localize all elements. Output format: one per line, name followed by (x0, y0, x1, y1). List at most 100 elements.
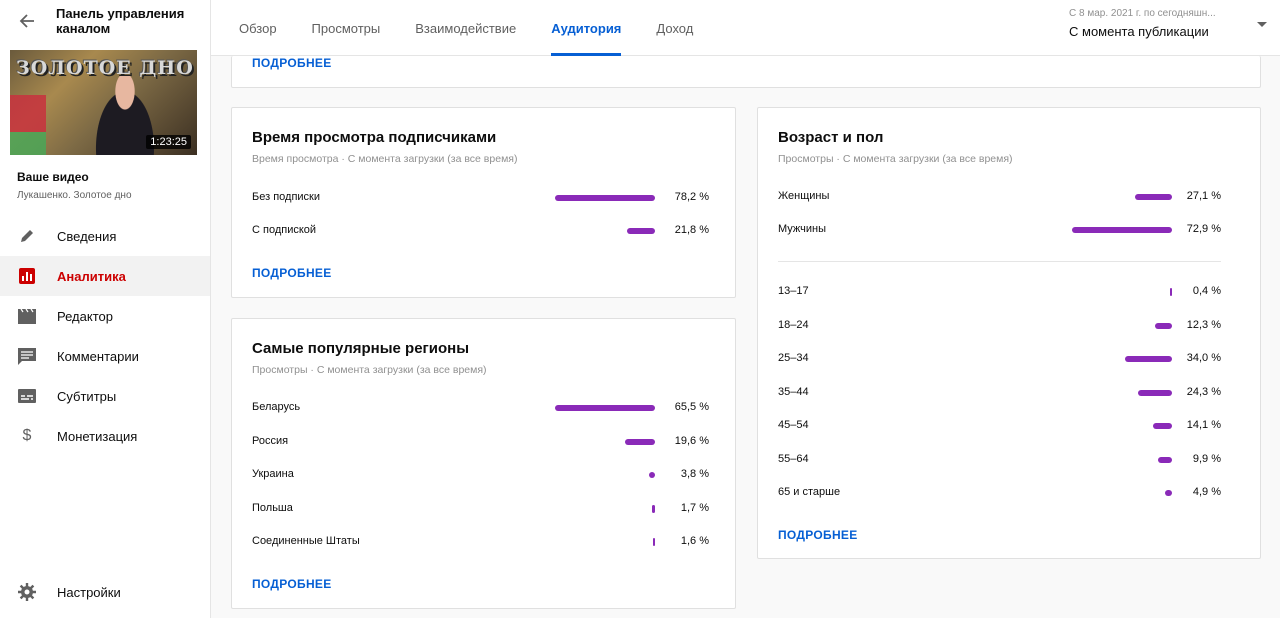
sidebar-item-label: Сведения (57, 228, 117, 244)
gear-icon (17, 582, 37, 602)
stat-row: Польша 1,7 % (252, 502, 712, 516)
stat-label: Мужчины (778, 223, 827, 235)
stat-row: 35–44 24,3 % (778, 386, 1223, 400)
stat-label: 45–54 (778, 419, 809, 431)
stat-percent: 19,6 % (674, 434, 709, 447)
stat-bar (627, 228, 655, 234)
period-selector[interactable]: С 8 мар. 2021 г. по сегодняшн... С момен… (1069, 8, 1269, 39)
divider (778, 261, 1221, 262)
sidebar-item-settings[interactable]: Настройки (0, 572, 210, 612)
card-meta: Время просмотра · С момента загрузки (за… (252, 153, 518, 165)
analytics-tabs: Обзор Просмотры Взаимодействие Аудитория… (239, 0, 728, 56)
tab-overview[interactable]: Обзор (239, 20, 277, 36)
stat-bar (1170, 288, 1172, 296)
tab-revenue[interactable]: Доход (656, 20, 694, 36)
sidebar-nav: Сведения Аналитика Редактор Комментарии … (0, 216, 210, 456)
stat-bar (649, 472, 655, 478)
stat-bar (1134, 194, 1172, 200)
period-label: С момента публикации (1069, 24, 1209, 39)
sidebar-header: Панель управления каналом (0, 0, 210, 42)
tab-engagement[interactable]: Взаимодействие (415, 20, 517, 36)
card-meta: Просмотры · С момента загрузки (за все в… (252, 364, 487, 376)
comment-icon (17, 346, 37, 366)
sidebar: Панель управления каналом ЗОЛОТОЕ ДНО 1:… (0, 0, 211, 618)
stat-percent: 14,1 % (1186, 419, 1221, 431)
sidebar-item-comments[interactable]: Комментарии (0, 336, 210, 376)
stat-bar (1158, 456, 1172, 463)
flag-graphic (10, 95, 46, 155)
top-card: ПОДРОБНЕЕ (231, 56, 1261, 88)
stat-label: 55–64 (778, 452, 809, 465)
sidebar-item-label: Настройки (57, 584, 121, 600)
dollar-icon: $ (22, 427, 32, 444)
stat-bar (1072, 227, 1172, 233)
subtitles-icon (17, 386, 37, 406)
stat-percent: 0,4 % (1192, 285, 1221, 297)
stat-bar (652, 504, 655, 513)
sidebar-item-subtitles[interactable]: Субтитры (0, 376, 210, 416)
stat-row: Женщины 27,1 % (778, 190, 1223, 204)
more-link[interactable]: ПОДРОБНЕЕ (252, 56, 332, 70)
stat-row: Украина 3,8 % (252, 468, 712, 482)
pencil-icon (17, 226, 37, 246)
stat-bar (1152, 423, 1172, 429)
thumbnail-title-text: ЗОЛОТОЕ ДНО (16, 57, 194, 79)
stat-label: Женщины (778, 190, 830, 202)
sidebar-title: Панель управления каналом (56, 6, 185, 36)
more-link[interactable]: ПОДРОБНЕЕ (778, 528, 858, 542)
chevron-down-icon (1257, 22, 1267, 27)
settings-section: Настройки (0, 572, 210, 612)
stat-row: 18–24 12,3 % (778, 319, 1223, 333)
sidebar-item-label: Комментарии (57, 348, 139, 364)
tab-views[interactable]: Просмотры (311, 20, 381, 36)
back-arrow-icon[interactable] (16, 10, 38, 32)
more-link[interactable]: ПОДРОБНЕЕ (252, 266, 332, 280)
stat-label: Польша (252, 501, 293, 514)
stat-bar (1154, 322, 1172, 329)
stat-bar (652, 538, 655, 546)
stat-percent: 21,8 % (674, 224, 709, 236)
stat-row: Без подписки 78,2 % (252, 191, 712, 205)
stat-percent: 27,1 % (1186, 190, 1221, 202)
stat-percent: 1,7 % (680, 501, 709, 514)
tab-audience[interactable]: Аудитория (551, 0, 622, 56)
video-duration: 1:23:25 (146, 135, 191, 149)
video-name: Лукашенко. Золотое дно (17, 190, 132, 201)
stat-row: Мужчины 72,9 % (778, 223, 1223, 237)
stat-percent: 12,3 % (1186, 318, 1221, 331)
stat-percent: 9,9 % (1192, 452, 1221, 465)
regions-card: Самые популярные регионы Просмотры · С м… (231, 318, 736, 609)
stat-label: Беларусь (252, 401, 301, 413)
sidebar-item-analytics[interactable]: Аналитика (0, 256, 210, 296)
more-link[interactable]: ПОДРОБНЕЕ (252, 577, 332, 591)
analytics-icon (17, 266, 37, 286)
sidebar-item-monetization[interactable]: $ Монетизация (0, 416, 210, 456)
video-thumbnail[interactable]: ЗОЛОТОЕ ДНО 1:23:25 (10, 50, 197, 155)
stat-percent: 4,9 % (1192, 486, 1221, 498)
stat-percent: 72,9 % (1186, 223, 1221, 235)
stat-bar (1138, 389, 1172, 396)
period-range: С 8 мар. 2021 г. по сегодняшн... (1069, 8, 1216, 19)
stat-label: Россия (252, 434, 289, 447)
sidebar-item-details[interactable]: Сведения (0, 216, 210, 256)
sidebar-item-label: Редактор (57, 308, 113, 324)
stat-row: Соединенные Штаты 1,6 % (252, 535, 712, 549)
stat-row: 65 и старше 4,9 % (778, 486, 1223, 500)
stat-label: 25–34 (778, 352, 809, 364)
sidebar-item-editor[interactable]: Редактор (0, 296, 210, 336)
sidebar-item-label: Монетизация (57, 428, 138, 444)
card-meta: Просмотры · С момента загрузки (за все в… (778, 153, 1013, 165)
stat-percent: 65,5 % (674, 401, 709, 413)
stat-label: 13–17 (778, 285, 809, 297)
sidebar-item-label: Субтитры (57, 388, 117, 404)
stat-percent: 24,3 % (1186, 385, 1221, 398)
card-title: Время просмотра подписчиками (252, 129, 497, 146)
stat-label: Соединенные Штаты (252, 535, 360, 547)
stat-row: Беларусь 65,5 % (252, 401, 712, 415)
stat-label: 65 и старше (778, 486, 841, 498)
watch-time-card: Время просмотра подписчиками Время просм… (231, 107, 736, 298)
sidebar-item-label: Аналитика (57, 268, 126, 284)
stat-percent: 34,0 % (1186, 352, 1221, 364)
card-title: Самые популярные регионы (252, 340, 470, 357)
top-bar: Обзор Просмотры Взаимодействие Аудитория… (211, 0, 1280, 56)
